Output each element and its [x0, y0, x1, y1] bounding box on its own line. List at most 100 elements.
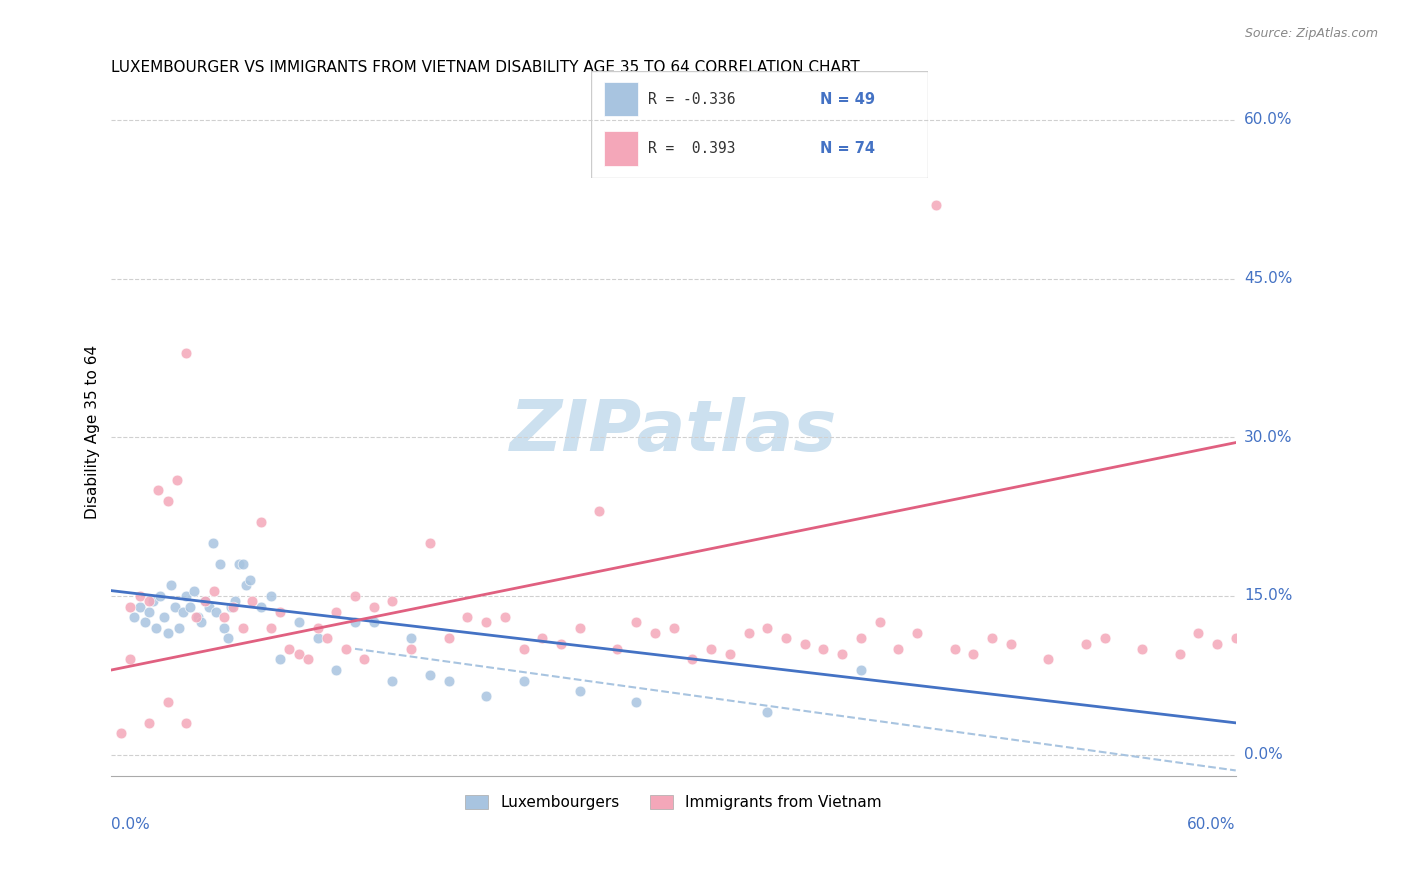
Point	[363, 615, 385, 630]
Point	[531, 632, 554, 646]
Point	[217, 632, 239, 646]
Point	[160, 578, 183, 592]
Point	[260, 621, 283, 635]
Point	[212, 621, 235, 635]
Point	[399, 632, 422, 646]
Point	[176, 589, 198, 603]
Point	[419, 668, 441, 682]
Point	[156, 493, 179, 508]
Point	[905, 626, 928, 640]
Point	[588, 504, 610, 518]
Point	[437, 673, 460, 688]
Point	[240, 594, 263, 608]
Point	[138, 605, 160, 619]
Point	[943, 641, 966, 656]
Point	[156, 695, 179, 709]
Point	[399, 641, 422, 656]
Point	[335, 641, 357, 656]
Point	[148, 483, 170, 498]
Point	[1206, 636, 1229, 650]
Point	[172, 605, 194, 619]
Text: ZIPatlas: ZIPatlas	[510, 398, 837, 467]
Point	[212, 610, 235, 624]
Point	[120, 652, 142, 666]
Point	[149, 589, 172, 603]
Point	[184, 610, 207, 624]
Point	[756, 706, 779, 720]
Point	[187, 610, 209, 624]
Text: N = 74: N = 74	[820, 141, 875, 156]
Point	[316, 632, 339, 646]
Point	[475, 690, 498, 704]
Point	[325, 605, 347, 619]
Point	[153, 610, 176, 624]
Point	[756, 621, 779, 635]
Point	[198, 599, 221, 614]
Point	[166, 473, 188, 487]
Point	[269, 652, 291, 666]
Point	[1038, 652, 1060, 666]
Point	[235, 578, 257, 592]
Point	[550, 636, 572, 650]
Point	[624, 695, 647, 709]
Y-axis label: Disability Age 35 to 64: Disability Age 35 to 64	[86, 345, 100, 519]
Point	[250, 599, 273, 614]
Point	[165, 599, 187, 614]
Point	[419, 536, 441, 550]
Point	[194, 594, 217, 608]
Text: R = -0.336: R = -0.336	[648, 92, 735, 107]
Point	[869, 615, 891, 630]
Point	[887, 641, 910, 656]
Point	[925, 197, 948, 211]
Point	[278, 641, 301, 656]
Point	[224, 594, 246, 608]
Point	[344, 615, 367, 630]
Point	[1225, 632, 1247, 646]
Point	[353, 652, 375, 666]
Point	[381, 673, 404, 688]
Point	[775, 632, 797, 646]
Text: 60.0%: 60.0%	[1244, 112, 1292, 128]
Text: LUXEMBOURGER VS IMMIGRANTS FROM VIETNAM DISABILITY AGE 35 TO 64 CORRELATION CHAR: LUXEMBOURGER VS IMMIGRANTS FROM VIETNAM …	[111, 60, 860, 75]
Point	[190, 615, 212, 630]
Point	[981, 632, 1004, 646]
Point	[363, 599, 385, 614]
Point	[1168, 647, 1191, 661]
Point	[718, 647, 741, 661]
Point	[1130, 641, 1153, 656]
Point	[134, 615, 156, 630]
Point	[475, 615, 498, 630]
Point	[222, 599, 245, 614]
Bar	[605, 131, 638, 166]
Point	[128, 589, 150, 603]
Point	[205, 605, 228, 619]
Point	[297, 652, 319, 666]
Point	[1000, 636, 1022, 650]
Point	[849, 663, 872, 677]
Point	[145, 621, 167, 635]
Point	[494, 610, 516, 624]
Point	[204, 583, 226, 598]
Point	[737, 626, 759, 640]
Text: 0.0%: 0.0%	[111, 817, 150, 832]
Point	[700, 641, 723, 656]
Point	[831, 647, 853, 661]
Point	[624, 615, 647, 630]
Text: N = 49: N = 49	[820, 92, 875, 107]
Point	[122, 610, 145, 624]
Point	[269, 605, 291, 619]
Text: 60.0%: 60.0%	[1187, 817, 1236, 832]
Text: R =  0.393: R = 0.393	[648, 141, 735, 156]
Point	[288, 647, 311, 661]
Point	[307, 632, 329, 646]
Point	[962, 647, 984, 661]
Point	[813, 641, 835, 656]
Point	[239, 573, 262, 587]
Legend: Luxembourgers, Immigrants from Vietnam: Luxembourgers, Immigrants from Vietnam	[460, 789, 889, 816]
Point	[793, 636, 815, 650]
Point	[120, 599, 142, 614]
Point	[606, 641, 628, 656]
Point	[209, 558, 232, 572]
Point	[512, 673, 534, 688]
Point	[110, 726, 132, 740]
